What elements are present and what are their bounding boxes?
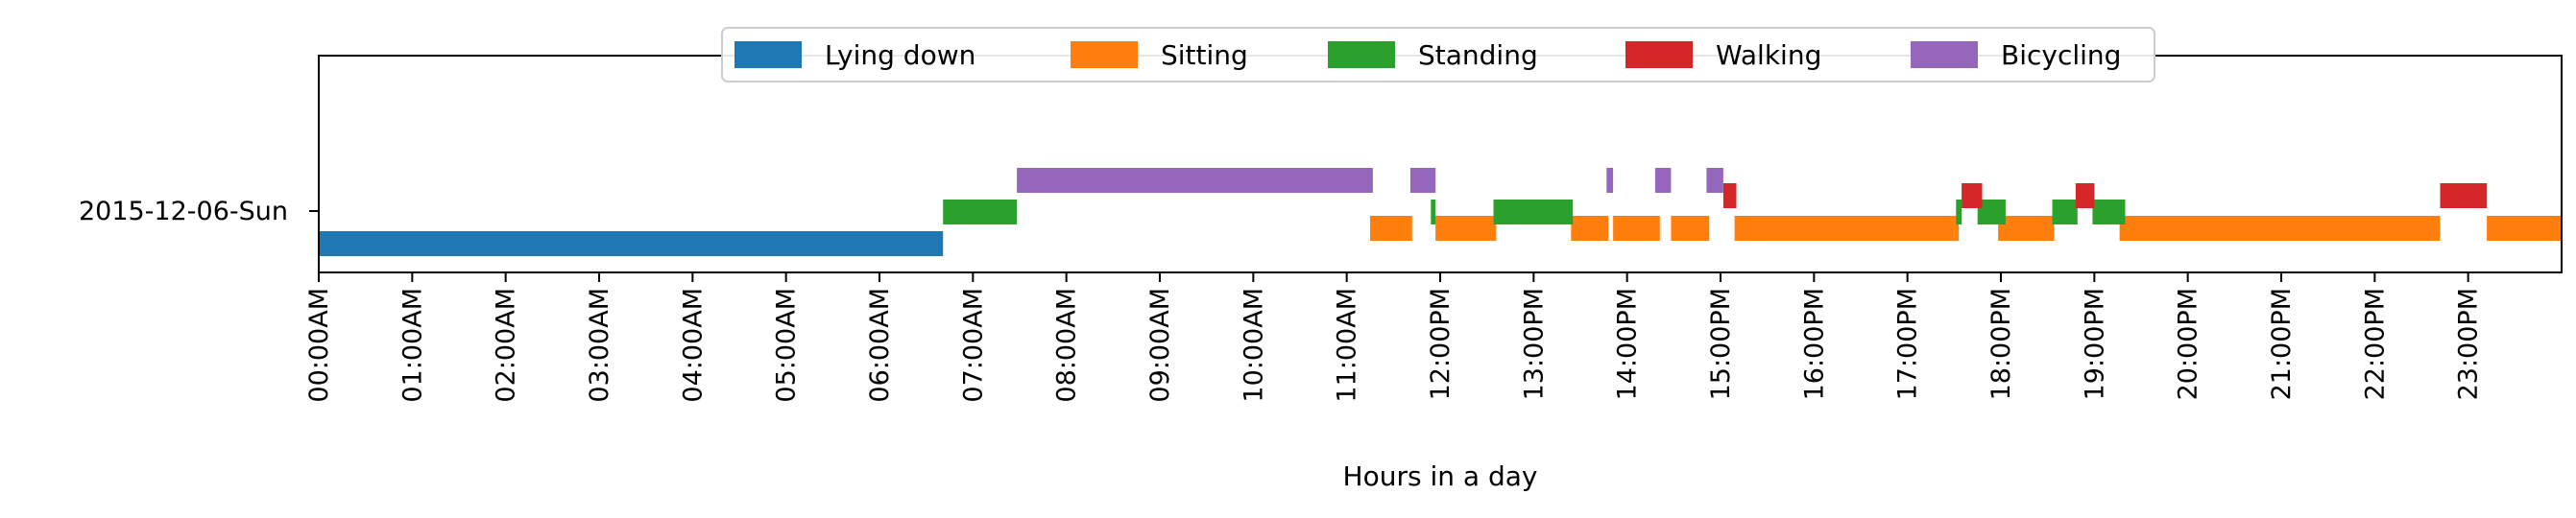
standing-bar (1956, 200, 1962, 224)
walking-bar (1722, 183, 1737, 208)
lying-down-bar (319, 231, 944, 256)
legend-entry-lying-down: Lying down (734, 39, 975, 71)
x-tick-label: 01:00AM (397, 288, 427, 403)
walking-bar (2075, 183, 2095, 208)
x-axis-label: Hours in a day (1343, 460, 1538, 492)
legend-label: Walking (1716, 39, 1821, 71)
standing-bar (1977, 200, 2006, 224)
x-tick-label: 20:00PM (2174, 288, 2203, 400)
x-tick-label: 15:00PM (1706, 288, 1736, 400)
legend-swatch (1625, 41, 1693, 68)
x-tick-label: 16:00PM (1799, 288, 1829, 400)
sitting-bar (1370, 216, 1412, 241)
standing-bar (943, 200, 1018, 224)
legend-entry-bicycling: Bicycling (1911, 39, 2121, 71)
walking-bar (2440, 183, 2488, 208)
bicycling-bar (1606, 168, 1614, 193)
legend: Lying down Sitting Standing Walking Bicyclin… (721, 27, 2155, 82)
legend-label: Lying down (825, 39, 975, 71)
x-tick-label: 17:00PM (1893, 288, 1923, 400)
x-tick-label: 19:00PM (2080, 288, 2109, 400)
x-tick-label: 08:00AM (1052, 288, 1082, 403)
x-axis: 00:00AM 01:00AM 02:00AM 03:00AM 04:00AM 05:00… (304, 272, 2484, 403)
legend-label: Sitting (1161, 39, 1248, 71)
sitting-bar (2487, 216, 2562, 241)
legend-entry-standing: Standing (1328, 39, 1538, 71)
sitting-bar (1998, 216, 2055, 241)
standing-bar (1431, 200, 1436, 224)
sitting-bar (1613, 216, 1660, 241)
x-tick-label: 04:00AM (678, 288, 708, 403)
y-axis: 2015-12-06-Sun (79, 197, 319, 226)
legend-entry-walking: Walking (1625, 39, 1821, 71)
bicycling-bar (1654, 168, 1672, 193)
standing-bar (2092, 200, 2126, 224)
x-tick-label: 18:00PM (1986, 288, 2016, 400)
x-tick-label: 23:00PM (2454, 288, 2484, 400)
legend-entry-sitting: Sitting (1071, 39, 1248, 71)
x-tick-label: 21:00PM (2267, 288, 2297, 400)
x-tick-label: 06:00AM (865, 288, 895, 403)
x-tick-label: 07:00AM (958, 288, 988, 403)
x-tick-label: 09:00AM (1145, 288, 1175, 403)
x-tick-label: 10:00AM (1239, 288, 1268, 403)
x-tick-label: 05:00AM (772, 288, 802, 403)
sitting-bar (2119, 216, 2441, 241)
x-tick-label: 03:00AM (585, 288, 614, 403)
sitting-bar (1671, 216, 1710, 241)
x-tick-label: 11:00AM (1333, 288, 1362, 403)
legend-swatch (1911, 41, 1978, 68)
x-tick-label: 12:00PM (1426, 288, 1456, 400)
bicycling-bar (1017, 168, 1373, 193)
legend-swatch (1071, 41, 1138, 68)
sitting-bar (1734, 216, 1955, 241)
x-tick-label: 22:00PM (2360, 288, 2390, 400)
activity-bars (319, 168, 2562, 256)
legend-swatch (734, 41, 802, 68)
x-tick-label: 00:00AM (304, 288, 334, 403)
walking-bar (1962, 183, 1983, 208)
legend-label: Bicycling (2001, 39, 2121, 71)
sitting-bar (1435, 216, 1497, 241)
standing-bar (2052, 200, 2078, 224)
bicycling-bar (1409, 168, 1436, 193)
row-label: 2015-12-06-Sun (79, 197, 288, 226)
x-tick-label: 02:00AM (492, 288, 521, 403)
standing-bar (1493, 200, 1574, 224)
x-tick-label: 14:00PM (1613, 288, 1643, 400)
bicycling-bar (1706, 168, 1723, 193)
legend-swatch (1328, 41, 1395, 68)
sitting-bar (1571, 216, 1609, 241)
legend-label: Standing (1418, 39, 1538, 71)
sitting-bar (1954, 216, 1960, 241)
x-tick-label: 13:00PM (1519, 288, 1549, 400)
